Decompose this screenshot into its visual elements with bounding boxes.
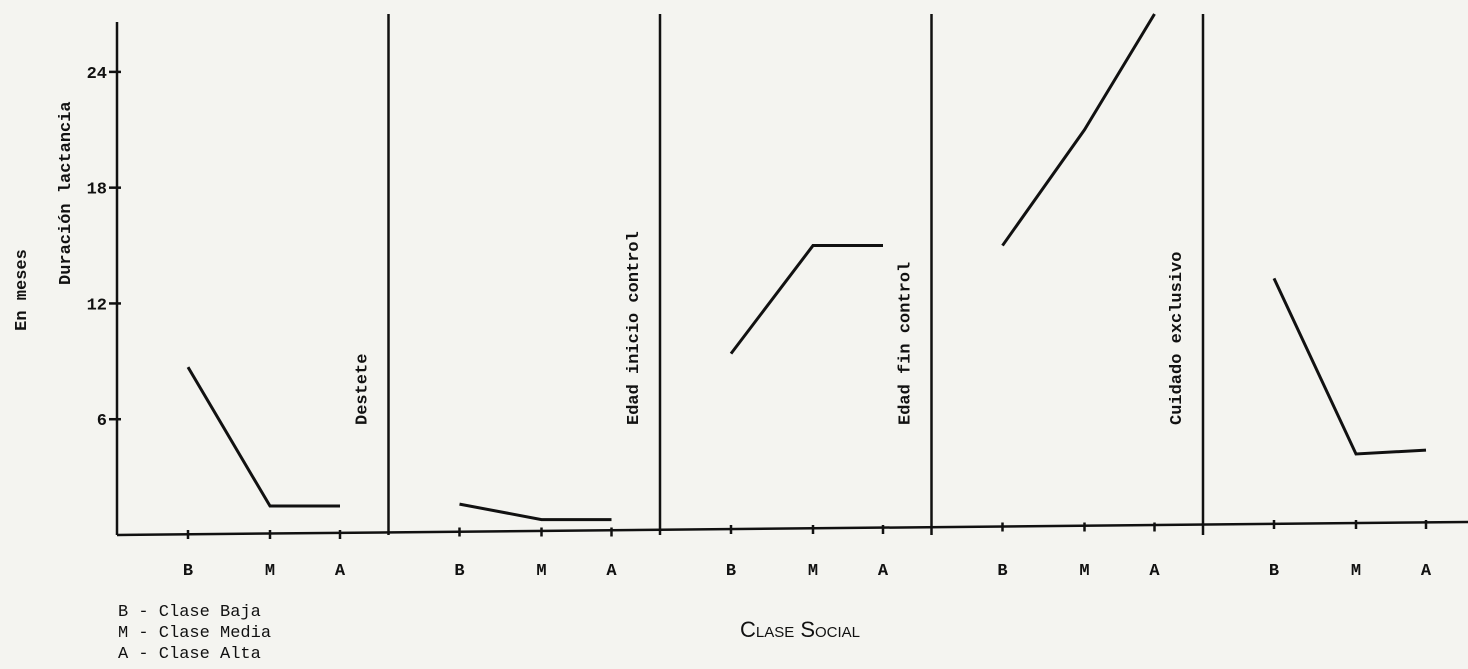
- panel-label: Destete: [354, 354, 373, 425]
- legend-note: A - Clase Alta: [118, 645, 261, 664]
- x-tick-label: M: [1079, 562, 1089, 581]
- y-axis-label: En meses: [13, 249, 32, 331]
- legend-note: B - Clase Baja: [118, 603, 261, 622]
- panel-label: Edad inicio control: [625, 231, 644, 425]
- x-tick-label: B: [183, 562, 193, 581]
- series-line: [1001, 13, 1156, 247]
- x-tick-label: A: [878, 562, 889, 581]
- series-line: [459, 502, 612, 522]
- x-tick-label: M: [808, 562, 818, 581]
- series-line: [186, 366, 340, 508]
- x-tick-label: A: [335, 562, 346, 581]
- x-axis: [116, 520, 1468, 537]
- y-tick-label: 12: [87, 296, 107, 315]
- series-line: [729, 244, 883, 355]
- legend-note: M - Clase Media: [118, 624, 271, 643]
- x-tick-label: B: [1269, 562, 1279, 581]
- x-tick-label: A: [606, 562, 617, 581]
- y-tick-label: 24: [87, 65, 107, 84]
- x-tick-label: A: [1421, 562, 1432, 581]
- x-tick-label: M: [265, 562, 275, 581]
- y-tick-label: 18: [87, 181, 107, 200]
- panel-label: Cuidado exclusivo: [1168, 252, 1187, 425]
- x-tick-label: B: [997, 562, 1007, 581]
- y-tick-label: 6: [97, 412, 107, 431]
- series-line: [1272, 277, 1427, 456]
- x-tick-label: A: [1149, 562, 1160, 581]
- x-tick-label: B: [454, 562, 464, 581]
- x-tick-label: B: [726, 562, 736, 581]
- x-tick-label: M: [1351, 562, 1361, 581]
- x-axis-label: Clase Social: [740, 617, 860, 642]
- x-tick-label: M: [536, 562, 546, 581]
- panel-label: Edad fin control: [897, 262, 916, 425]
- panel-label: Duración lactancia: [57, 101, 76, 285]
